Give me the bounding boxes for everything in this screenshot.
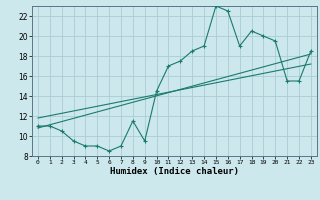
X-axis label: Humidex (Indice chaleur): Humidex (Indice chaleur) [110,167,239,176]
